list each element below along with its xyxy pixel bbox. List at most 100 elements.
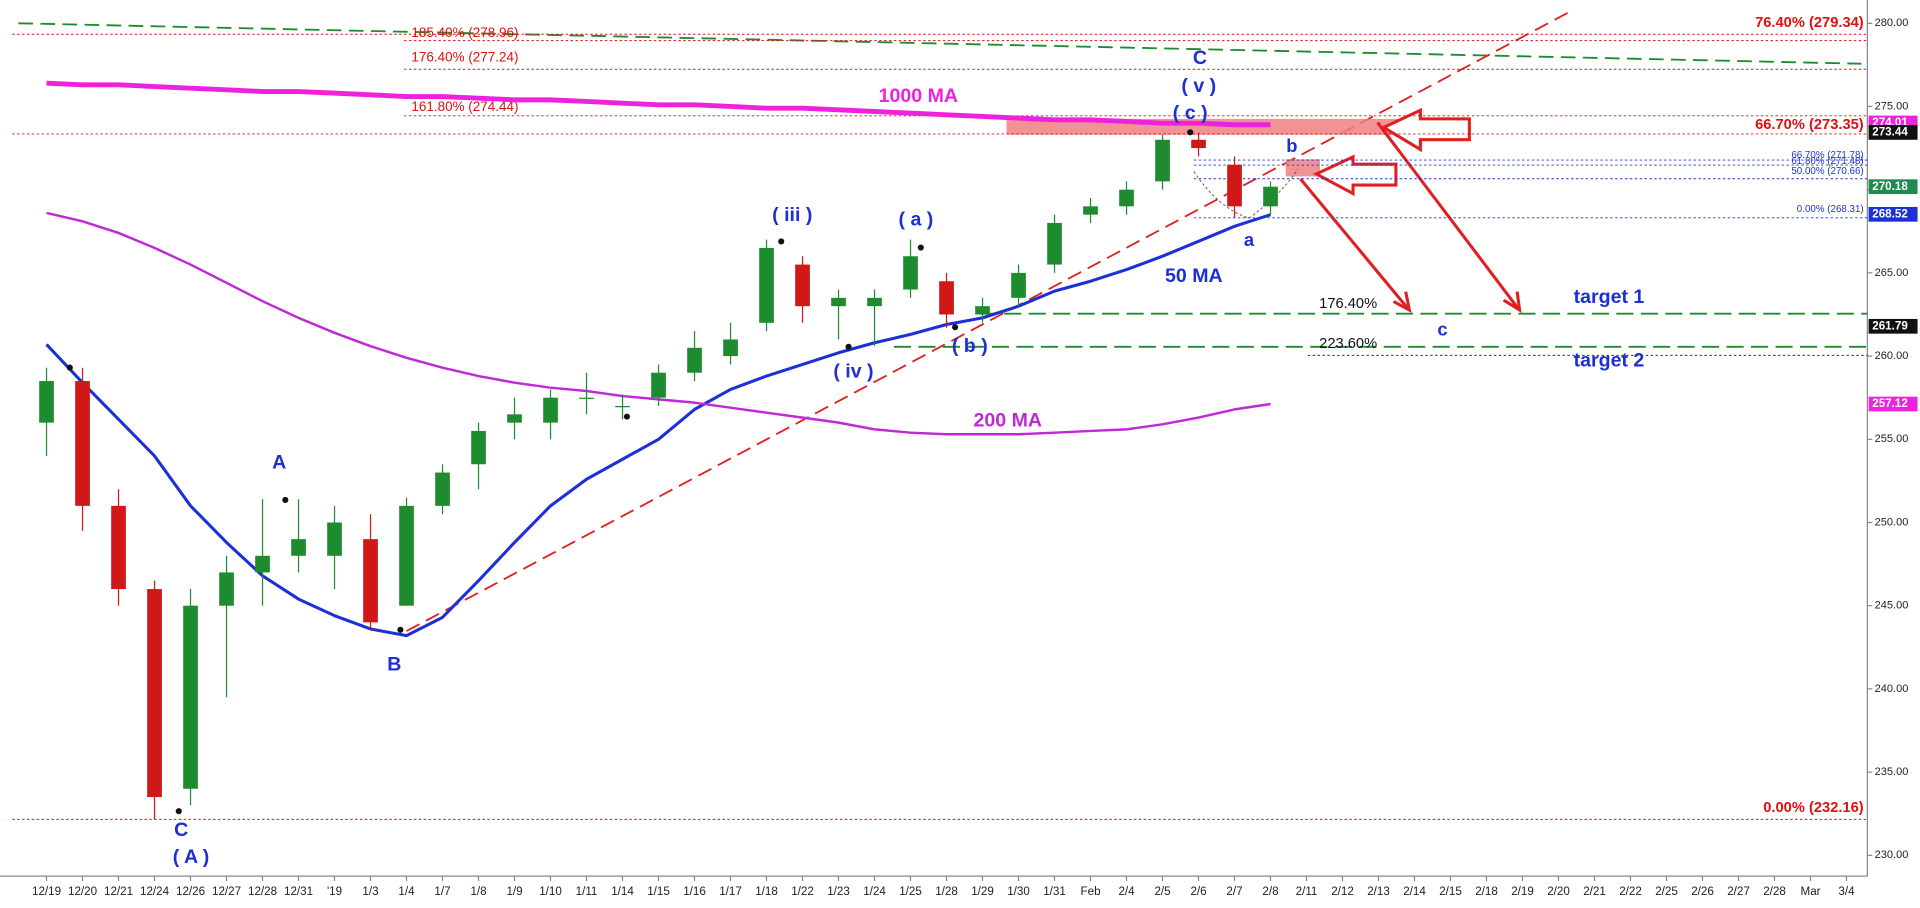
wave-path: [1193, 168, 1299, 219]
x-tick-label: 1/9: [506, 885, 522, 898]
candle-body: [759, 247, 774, 323]
fib-label: 176.40% (277.24): [411, 50, 518, 65]
x-tick-label: 1/24: [863, 885, 886, 898]
fib-label: 185.40% (278.96): [411, 25, 518, 40]
wave-label: a: [1244, 229, 1255, 250]
arrow: [1312, 154, 1398, 197]
candle-body: [975, 306, 990, 315]
wave-label: ( a ): [899, 209, 934, 231]
swing-dot: [282, 496, 289, 504]
candle-body: [687, 347, 702, 373]
y-tick-label: 260.00: [1875, 350, 1909, 362]
moving-average: [45, 213, 1272, 638]
fib-label: 66.70% (271.78): [1791, 150, 1863, 161]
x-tick-label: 12/31: [284, 885, 313, 898]
wave-label: b: [1286, 135, 1297, 156]
price-tag: [1868, 206, 1918, 222]
x-tick-label: 2/5: [1154, 885, 1170, 898]
swing-dot: [66, 364, 73, 371]
x-tick-label: 1/17: [719, 885, 742, 898]
wave-label: ( A ): [173, 846, 210, 868]
fib-label: 161.80% (274.44): [411, 99, 518, 114]
line-label: 50 MA: [1165, 265, 1223, 287]
candle-body: [399, 505, 414, 606]
x-tick-label: Mar: [1801, 885, 1821, 898]
swing-dot: [1187, 129, 1194, 136]
candle-body: [183, 605, 198, 789]
wave-label: target 2: [1574, 350, 1645, 372]
x-tick-label: 1/10: [539, 885, 562, 898]
x-tick-label: 1/3: [362, 885, 378, 898]
x-tick-label: 1/15: [647, 885, 670, 898]
x-tick-label: 1/23: [827, 885, 850, 898]
fib-label: 76.40% (279.34): [1755, 15, 1864, 31]
line-label: 1000 MA: [879, 85, 958, 107]
wave-label: A: [272, 451, 286, 473]
price-tag-label: 261.79: [1872, 319, 1908, 332]
y-tick-label: 245.00: [1875, 600, 1909, 612]
x-tick-label: 2/4: [1118, 885, 1135, 898]
wave-label: C: [174, 819, 188, 841]
candle-body: [939, 281, 954, 315]
candle-body: [507, 414, 522, 423]
candle-body: [1083, 206, 1098, 215]
x-tick-label: 1/28: [935, 885, 958, 898]
swing-dot: [952, 324, 959, 331]
wave-label: 223.60%: [1319, 336, 1377, 352]
candle-body: [1011, 272, 1026, 298]
y-tick-label: 240.00: [1875, 683, 1909, 695]
candle-body: [39, 381, 54, 423]
candle-body: [1227, 164, 1242, 207]
swing-dot: [175, 808, 182, 815]
candle-body: [651, 372, 666, 398]
fib-label: 61.80% (271.48): [1791, 156, 1863, 167]
x-tick-label: 2/15: [1439, 885, 1462, 898]
x-tick-label: 2/27: [1727, 885, 1750, 898]
swing-dot: [623, 413, 630, 420]
candle-body: [1263, 186, 1278, 207]
x-tick-label: 1/4: [398, 885, 415, 898]
x-tick-label: 12/27: [212, 885, 241, 898]
price-tag-label: 270.18: [1872, 180, 1908, 193]
y-tick-label: 255.00: [1875, 433, 1909, 445]
x-tick-label: 2/12: [1331, 885, 1354, 898]
wave-label: B: [387, 654, 401, 676]
wave-label: ( c ): [1173, 102, 1208, 124]
x-tick-label: 2/26: [1691, 885, 1714, 898]
projection-arrows: [1299, 121, 1522, 314]
x-tick-label: 2/20: [1547, 885, 1570, 898]
candle-body: [831, 297, 846, 307]
candle-body: [435, 472, 450, 506]
candle-body: [363, 539, 378, 623]
wave-label: target 1: [1574, 286, 1645, 308]
x-tick-label: 1/30: [1007, 885, 1030, 898]
x-tick-label: 1/7: [434, 885, 450, 898]
wave-label: ( b ): [952, 335, 988, 357]
x-tick-label: 2/28: [1763, 885, 1786, 898]
candle-body: [1191, 139, 1206, 149]
wave-label: C: [1193, 47, 1207, 69]
x-tick-label: 1/11: [576, 885, 598, 898]
swing-dot: [845, 343, 852, 350]
x-tick-label: 12/20: [68, 885, 98, 898]
candle-body: [723, 339, 738, 357]
wave-label: ( iii ): [772, 204, 812, 226]
wave-label: ( v ): [1181, 75, 1216, 97]
x-tick-label: 1/8: [470, 885, 486, 898]
x-tick-label: 2/21: [1583, 885, 1606, 898]
candle-body: [471, 430, 486, 465]
fib-label: 66.70% (273.35): [1755, 117, 1864, 133]
x-tick-label: 2/13: [1367, 885, 1390, 898]
x-tick-label: 2/18: [1475, 885, 1498, 898]
price-tag-label: 257.12: [1872, 397, 1908, 410]
y-tick-label: 275.00: [1875, 100, 1909, 112]
x-tick-label: 3/4: [1838, 885, 1855, 898]
x-tick-label: 1/25: [899, 885, 922, 898]
x-tick-label: 1/29: [971, 885, 994, 898]
x-tick-label: 12/19: [32, 885, 61, 898]
x-tick-label: 12/21: [104, 885, 133, 898]
price-tag-label: 268.52: [1872, 207, 1908, 220]
fib-label: 50.00% (270.66): [1791, 166, 1863, 177]
